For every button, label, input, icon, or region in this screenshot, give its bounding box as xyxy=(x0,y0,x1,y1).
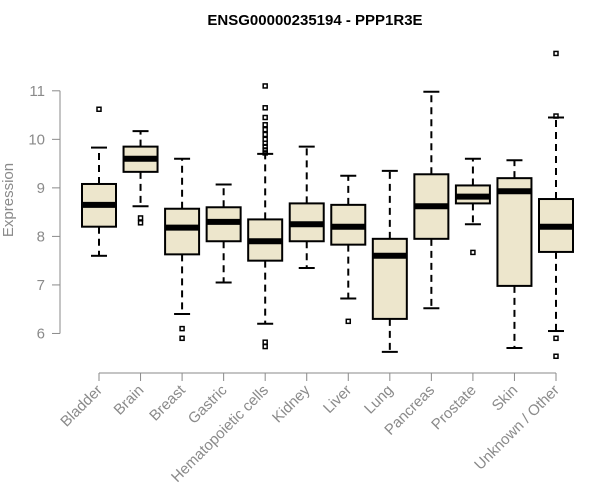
outlier-point xyxy=(262,150,268,156)
box-liver xyxy=(330,174,367,325)
box-prostate xyxy=(454,157,491,256)
y-axis-label: Expression xyxy=(0,163,17,237)
x-tick-label-brain: Brain xyxy=(111,382,148,419)
outlier-point xyxy=(553,335,559,342)
outlier-point xyxy=(262,126,268,133)
outlier-point xyxy=(96,106,102,112)
outlier-point xyxy=(262,343,268,350)
y-tick-label: 6 xyxy=(37,325,45,342)
x-tick-label-skin: Skin xyxy=(489,382,522,415)
outlier-point xyxy=(179,325,185,332)
iqr-box xyxy=(371,237,408,320)
box-pancreas xyxy=(413,90,450,310)
iqr-box xyxy=(164,207,201,256)
box-kidney xyxy=(288,145,325,269)
x-tick-label-kidney: Kidney xyxy=(269,381,314,426)
box-gastric xyxy=(205,183,242,284)
outlier-point xyxy=(553,113,559,119)
y-tick-label: 8 xyxy=(37,228,45,245)
outlier-point xyxy=(262,83,268,89)
box-unknown-other xyxy=(538,50,574,360)
x-tick-label-prostate: Prostate xyxy=(428,382,480,434)
iqr-box xyxy=(496,177,533,287)
box-lung xyxy=(371,169,408,353)
outlier-point xyxy=(137,220,144,226)
y-tick-label: 11 xyxy=(29,83,45,100)
outlier-point xyxy=(262,339,268,345)
y-tick-label: 10 xyxy=(28,131,45,148)
outlier-point xyxy=(262,131,268,138)
outlier-point xyxy=(137,215,144,221)
outlier-point xyxy=(262,114,268,121)
outlier-point xyxy=(262,122,268,128)
x-tick-label-liver: Liver xyxy=(320,382,355,417)
outlier-point xyxy=(553,353,559,360)
x-tick-label-lung: Lung xyxy=(361,382,397,418)
outlier-point xyxy=(345,318,352,325)
box-skin xyxy=(496,159,533,350)
y-tick-label: 9 xyxy=(37,180,45,197)
outlier-point xyxy=(179,335,185,342)
box-breast xyxy=(164,157,201,342)
box-hematopoietic-cells xyxy=(247,83,284,350)
x-tick-label-bladder: Bladder xyxy=(57,382,106,431)
box-brain xyxy=(122,130,159,226)
box-bladder xyxy=(81,106,117,257)
x-tick-label-breast: Breast xyxy=(146,381,189,424)
outlier-point xyxy=(553,50,559,57)
outlier-point xyxy=(470,249,476,256)
y-tick-label: 7 xyxy=(37,277,45,294)
plot-area xyxy=(81,50,574,360)
chart-title: ENSG00000235194 - PPP1R3E xyxy=(207,12,422,29)
outlier-point xyxy=(262,105,268,111)
outlier-point xyxy=(262,136,268,143)
